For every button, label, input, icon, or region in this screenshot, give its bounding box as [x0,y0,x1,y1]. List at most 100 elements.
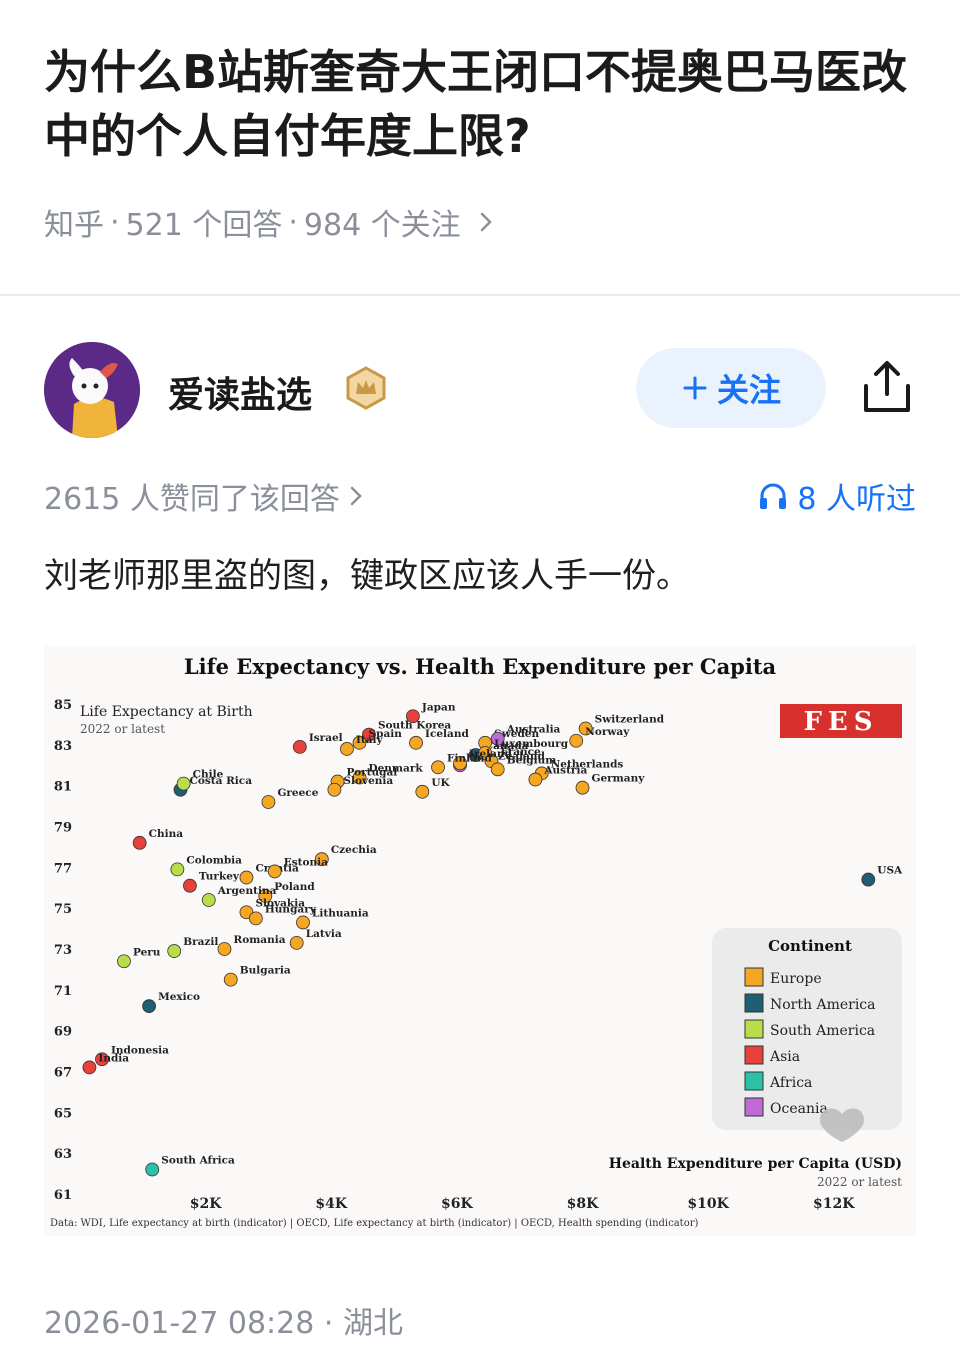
point-label: Finland [447,752,493,764]
point-label: Indonesia [111,1044,169,1056]
point-label: Lithuania [312,907,369,919]
data-point [352,735,367,750]
question-meta[interactable]: 知乎 · 521 个回答 · 984 个关注 [44,200,497,244]
data-point [201,893,216,907]
legend-label: Europe [770,971,822,987]
data-point [528,772,543,787]
point-label: Switzerland [595,714,665,726]
data-point [132,835,147,850]
source-note: Data: WDI, Life expectancy at birth (ind… [50,1218,698,1229]
point-label: Belgium [507,754,557,766]
question-title[interactable]: 为什么B站斯奎奇大王闭口不提奥巴马医改中的个人自付年度上限? [44,45,908,163]
source-label: 知乎 [44,208,104,243]
data-point [578,721,593,736]
y-tick-label: 63 [54,1147,72,1162]
x-axis-label: Health Expenditure per Capita (USD) [609,1156,902,1172]
x-tick-label: $12K [813,1196,855,1212]
point-label: Denmark [369,763,424,775]
x-tick-label: $2K [190,1196,222,1212]
point-label: Greece [277,787,318,799]
listen-text: 8 人听过 [797,482,916,517]
fes-logo-text: FES [803,707,878,737]
data-point [296,915,310,930]
point-label: Sweden [494,728,539,740]
meta-separator-2: · [288,204,298,240]
y-tick-label: 77 [54,861,72,876]
y-tick-label: 61 [54,1188,72,1203]
data-point [217,942,232,956]
x-tick-label: $4K [315,1196,347,1212]
point-label: Chile [193,769,224,781]
follow-label: 关注 [716,371,781,409]
legend-label: Africa [769,1075,812,1091]
data-point [861,872,876,887]
data-point [258,889,273,903]
point-label: Luxembourg [494,738,569,750]
meta-separator: · [110,204,120,240]
point-label: Peru [133,946,161,958]
answer-content: 刘老师那里盗的图，键政区应该人手一份。 [44,556,690,596]
legend-swatch [744,967,764,987]
data-point [248,911,263,926]
listen-summary[interactable]: 8 人听过 [757,474,916,518]
legend-label: North America [770,997,876,1013]
point-label: Colombia [186,854,242,866]
y-tick-label: 67 [54,1066,72,1081]
point-label: Argentina [217,885,277,897]
point-label: Germany [592,773,646,785]
data-point [575,780,590,795]
point-label: South Korea [378,720,451,732]
x-axis-note: 2022 or latest [817,1175,902,1189]
point-label: Bulgaria [240,965,291,977]
data-point [490,731,505,746]
plus-icon [683,376,707,400]
legend-swatch [744,1071,764,1091]
y-tick-label: 75 [54,902,72,917]
y-tick-label: 69 [54,1025,72,1040]
data-point [170,862,185,877]
data-point [314,852,329,867]
heart-icon [820,1108,864,1142]
follow-button[interactable]: 关注 [636,348,826,428]
chevron-right-icon [480,212,492,232]
crown-badge-icon [346,366,386,410]
upvote-summary[interactable]: 2615 人赞同了该回答 [44,474,366,518]
point-label: Spain [369,728,403,740]
chevron-right-icon [350,486,362,506]
legend-swatch [744,1045,764,1065]
data-point [327,782,342,797]
avatar[interactable] [44,342,140,438]
author-name[interactable]: 爱读盐选 [168,375,313,416]
point-label: Israel [309,732,343,744]
y-axis-label: Life Expectancy at Birth [80,704,253,720]
data-point [362,727,376,742]
data-point [223,972,238,987]
data-point [117,954,131,969]
data-point [261,795,276,809]
section-divider [0,294,960,296]
data-point [569,733,584,748]
chart-image[interactable]: Life Expectancy vs. Health Expenditure p… [44,646,916,1236]
data-point [431,760,445,775]
data-point [82,1060,97,1075]
y-tick-label: 71 [54,984,72,999]
point-label: Romania [233,934,285,946]
share-icon[interactable] [858,358,916,416]
legend-label: South America [770,1023,875,1039]
legend-label: Oceania [770,1101,828,1117]
y-axis-note: 2022 or latest [80,722,165,736]
headphones-icon [760,483,787,509]
data-point [145,1162,160,1177]
point-label: Latvia [306,928,342,940]
point-label: Slovakia [255,897,305,909]
legend-swatch [744,1097,764,1117]
data-point [409,735,423,750]
point-label: Costa Rica [190,775,253,787]
point-label: Czechia [331,844,377,856]
data-point [95,1052,109,1067]
y-tick-label: 85 [54,698,72,713]
follower-count: 984 个关注 [303,208,461,243]
data-point [239,870,254,885]
chart-title: Life Expectancy vs. Health Expenditure p… [184,654,777,679]
data-point [340,742,354,756]
